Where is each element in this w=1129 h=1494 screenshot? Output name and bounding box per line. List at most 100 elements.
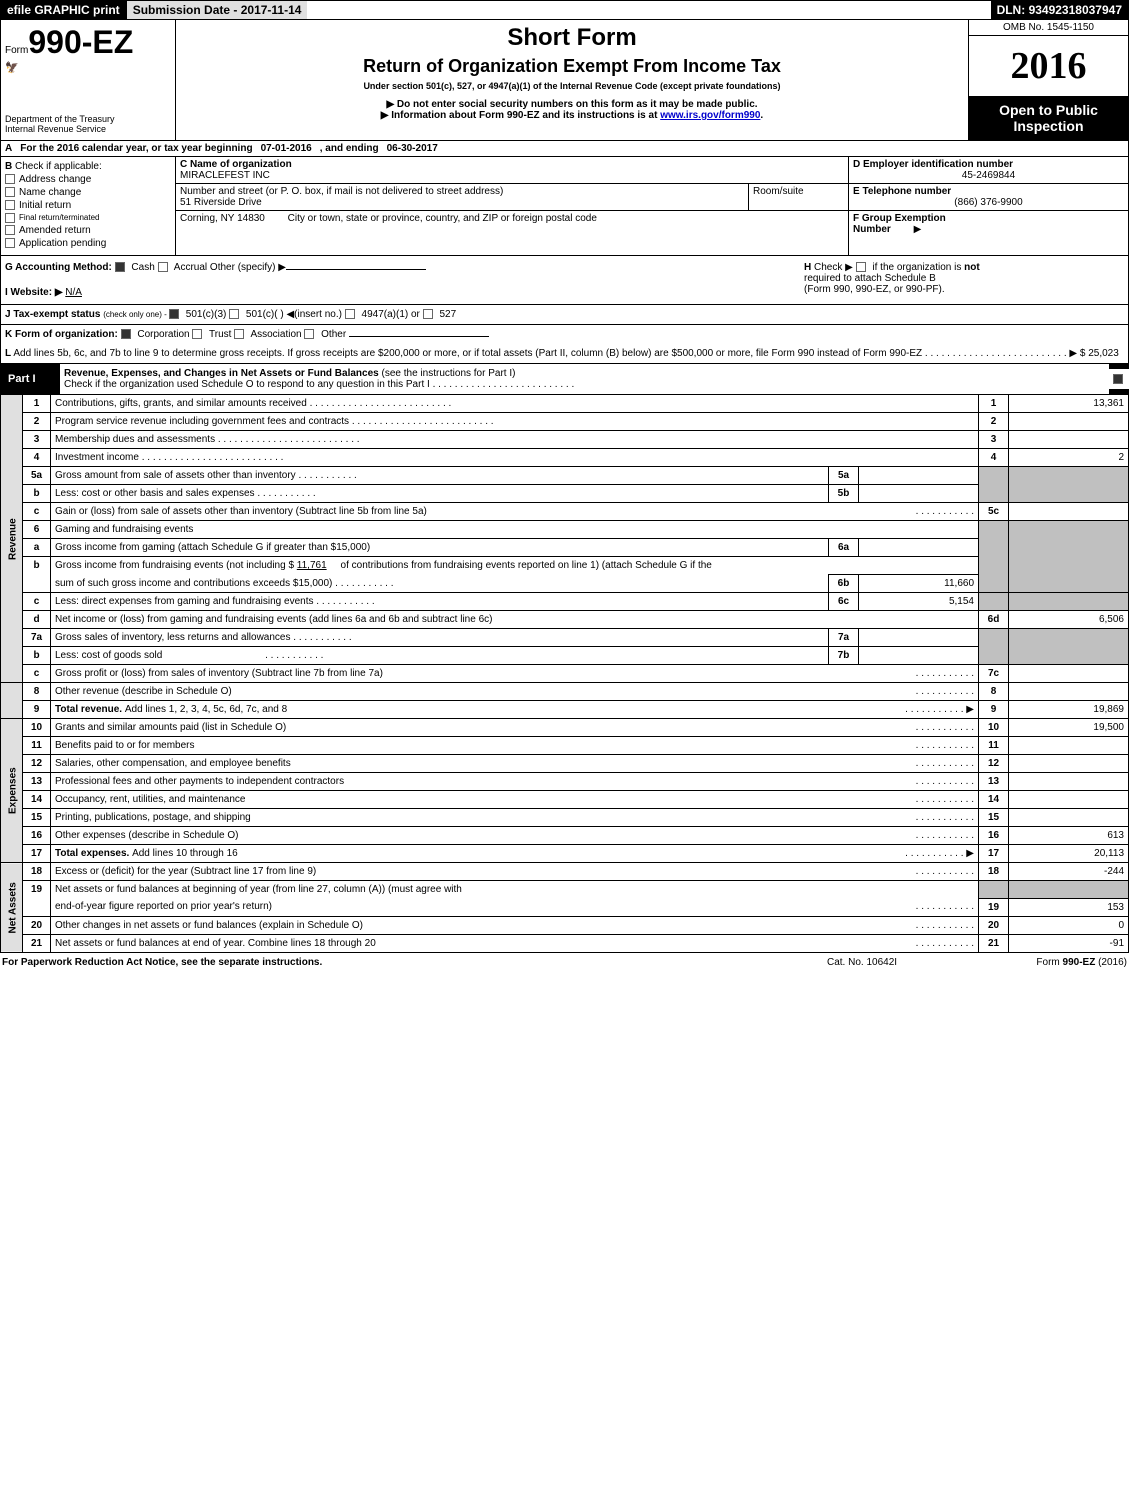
return-title: Return of Organization Exempt From Incom… <box>184 56 960 77</box>
table-row: 7a Gross sales of inventory, less return… <box>1 629 1129 647</box>
chk-label-amended: Amended return <box>19 225 91 236</box>
checkbox-527[interactable] <box>423 309 433 319</box>
label-h: H <box>804 262 811 273</box>
radio-cash[interactable] <box>115 262 125 272</box>
checkbox-corp[interactable] <box>121 329 131 339</box>
table-row: Revenue 1 Contributions, gifts, grants, … <box>1 395 1129 413</box>
radio-accrual[interactable] <box>158 262 168 272</box>
form-number: 990-EZ <box>28 24 133 60</box>
checkbox-4947[interactable] <box>345 309 355 319</box>
table-row: 3 Membership dues and assessments . . . … <box>1 431 1129 449</box>
line-6b-value: 11,660 <box>859 575 979 593</box>
table-row: 15 Printing, publications, postage, and … <box>1 809 1129 827</box>
street-address: 51 Riverside Drive <box>180 197 744 208</box>
footer-notice: For Paperwork Reduction Act Notice, see … <box>2 957 827 968</box>
part-1-label: Part I <box>0 369 60 389</box>
table-row: Expenses 10 Grants and similar amounts p… <box>1 719 1129 737</box>
checkbox-pending[interactable] <box>5 238 15 248</box>
chk-label-initial: Initial return <box>19 200 71 211</box>
subtitle: Under section 501(c), 527, or 4947(a)(1)… <box>184 81 960 91</box>
line-j: J Tax-exempt status (check only one) - 5… <box>0 305 1129 324</box>
phone-value: (866) 376-9900 <box>853 197 1124 208</box>
arrow-icon: ▶ <box>914 224 922 235</box>
form-header: Form990-EZ 🦅 Department of the Treasury … <box>0 20 1129 141</box>
table-row: 17 Total expenses. Add lines 10 through … <box>1 845 1129 863</box>
info-section: B Check if applicable: Address change Na… <box>0 157 1129 256</box>
org-name: MIRACLEFEST INC <box>180 170 844 181</box>
table-row: c Less: direct expenses from gaming and … <box>1 593 1129 611</box>
irs-link[interactable]: www.irs.gov/form990 <box>660 110 760 121</box>
section-b: B Check if applicable: Address change Na… <box>1 157 176 255</box>
checkbox-501c[interactable] <box>229 309 239 319</box>
checkbox-initial-return[interactable] <box>5 200 15 210</box>
chk-label-pending: Application pending <box>19 238 106 249</box>
cat-number: Cat. No. 10642I <box>827 957 977 968</box>
form-prefix: Form <box>5 45 28 56</box>
part-1-header: Part I Revenue, Expenses, and Changes in… <box>0 364 1129 394</box>
line-a-row: A For the 2016 calendar year, or tax yea… <box>0 141 1129 157</box>
part-1-checkbox[interactable] <box>1109 369 1129 389</box>
other-org-input[interactable] <box>349 336 489 337</box>
top-bar: efile GRAPHIC print Submission Date - 20… <box>0 0 1129 20</box>
table-row: 8 Other revenue (describe in Schedule O)… <box>1 683 1129 701</box>
checkbox-assoc[interactable] <box>234 329 244 339</box>
label-l: L <box>5 348 11 359</box>
line-l: L Add lines 5b, 6c, and 7b to line 9 to … <box>0 344 1129 364</box>
id-column: D Employer identification number 45-2469… <box>848 157 1128 255</box>
table-row: a Gross income from gaming (attach Sched… <box>1 539 1129 557</box>
label-g: G Accounting Method: <box>5 262 112 273</box>
city-state-zip: Corning, NY 14830 <box>180 213 265 224</box>
table-row: 19 Net assets or fund balances at beginn… <box>1 881 1129 899</box>
expenses-tab: Expenses <box>1 719 23 863</box>
chk-label-final: Final return/terminated <box>19 213 99 222</box>
table-row: c Gross profit or (loss) from sales of i… <box>1 665 1129 683</box>
label-f: F Group Exemption <box>853 213 946 224</box>
table-row: end-of-year figure reported on prior yea… <box>1 898 1129 916</box>
checkbox-501c3[interactable] <box>169 309 179 319</box>
table-row: 5a Gross amount from sale of assets othe… <box>1 467 1129 485</box>
label-i: I Website: ▶ <box>5 287 63 298</box>
title-cell: Short Form Return of Organization Exempt… <box>176 20 968 140</box>
efile-label: efile GRAPHIC print <box>1 1 126 19</box>
table-row: 12 Salaries, other compensation, and emp… <box>1 755 1129 773</box>
arrow-note-2: ▶ Information about Form 990-EZ and its … <box>184 110 960 121</box>
checkbox-h[interactable] <box>856 262 866 272</box>
table-row: 11 Benefits paid to or for members . . .… <box>1 737 1129 755</box>
chk-label-name: Name change <box>19 187 81 198</box>
dln: DLN: 93492318037947 <box>991 1 1128 19</box>
gh-row: G Accounting Method: Cash Accrual Other … <box>0 256 1129 305</box>
checkbox-amended[interactable] <box>5 225 15 235</box>
table-row: d Net income or (loss) from gaming and f… <box>1 611 1129 629</box>
room-label: Room/suite <box>753 186 844 197</box>
line-desc: Contributions, gifts, grants, and simila… <box>51 395 979 413</box>
eagle-icon: 🦅 <box>5 61 171 74</box>
section-c: C Name of organization MIRACLEFEST INC N… <box>176 157 848 255</box>
lines-table: Revenue 1 Contributions, gifts, grants, … <box>0 394 1129 953</box>
table-row: 20 Other changes in net assets or fund b… <box>1 916 1129 934</box>
table-row: 13 Professional fees and other payments … <box>1 773 1129 791</box>
section-g-i: G Accounting Method: Cash Accrual Other … <box>5 262 804 298</box>
form-number-cell: Form990-EZ 🦅 Department of the Treasury … <box>1 20 176 140</box>
table-row: b Less: cost or other basis and sales ex… <box>1 485 1129 503</box>
net-assets-tab: Net Assets <box>1 863 23 953</box>
ein-value: 45-2469844 <box>853 170 1124 181</box>
sub-value <box>859 467 979 485</box>
table-row: 21 Net assets or fund balances at end of… <box>1 934 1129 952</box>
table-row: Net Assets 18 Excess or (deficit) for th… <box>1 863 1129 881</box>
checkbox-address-change[interactable] <box>5 174 15 184</box>
year-cell: OMB No. 1545-1150 2016 Open to Public In… <box>968 20 1128 140</box>
checkbox-trust[interactable] <box>192 329 202 339</box>
table-row: 4 Investment income . . . . . . . . . . … <box>1 449 1129 467</box>
submission-date: Submission Date - 2017-11-14 <box>126 1 308 19</box>
table-row: 9 Total revenue. Add lines 1, 2, 3, 4, 5… <box>1 701 1129 719</box>
other-specify-input[interactable] <box>286 269 426 270</box>
table-row: 6 Gaming and fundraising events <box>1 521 1129 539</box>
website-value: N/A <box>65 287 82 298</box>
checkbox-final-return[interactable] <box>5 213 15 223</box>
footer-form-ref: Form 990-EZ (2016) <box>977 957 1127 968</box>
checkbox-other-org[interactable] <box>304 329 314 339</box>
checkbox-name-change[interactable] <box>5 187 15 197</box>
table-row: 16 Other expenses (describe in Schedule … <box>1 827 1129 845</box>
line-num: 1 <box>23 395 51 413</box>
revenue-tab: Revenue <box>1 395 23 683</box>
